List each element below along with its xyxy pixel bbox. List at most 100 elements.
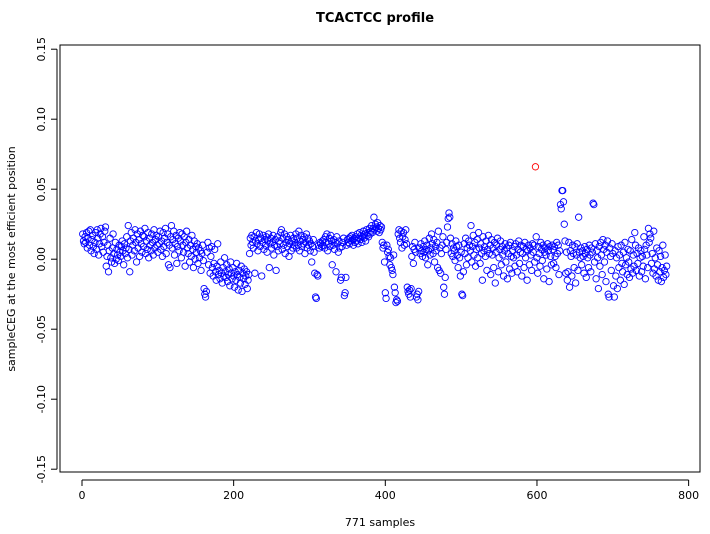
point [245,249,254,258]
point [407,284,415,293]
point [124,221,132,230]
point [312,294,320,303]
point [442,245,450,254]
point [176,228,184,237]
point [580,269,588,277]
point [640,233,648,241]
point [455,241,463,249]
point [327,237,336,245]
point [299,240,308,248]
point [176,237,185,245]
point [550,242,559,251]
point [313,270,321,279]
chart-title: TCACTCC profile [316,11,434,26]
point [135,252,144,261]
point [306,247,314,255]
point [198,249,206,258]
point [556,247,564,255]
point [528,266,536,275]
point [263,248,271,256]
point [192,248,201,256]
point [392,298,400,307]
x-axis-label: 771 samples [345,516,415,529]
point [607,266,615,275]
point [391,289,399,297]
point [409,259,418,268]
point [473,235,481,244]
point [455,254,464,262]
point [370,213,378,221]
point [490,263,498,272]
point [336,244,344,252]
point [662,262,671,270]
point [637,247,645,255]
point [549,259,558,268]
point [568,272,576,280]
point [384,245,392,254]
point [123,233,131,241]
point [162,249,170,258]
y-tick-label: -0.05 [35,315,48,343]
point [125,245,133,254]
point [440,283,448,291]
point [270,241,279,249]
point [467,221,475,230]
point [444,214,452,223]
point [535,249,543,258]
point [515,259,524,268]
point [193,240,201,248]
point [305,241,313,249]
point [657,277,665,286]
point [381,289,389,297]
point [120,261,128,269]
point [121,249,129,258]
point [140,233,148,241]
point [624,245,632,254]
point [377,226,385,234]
point [333,233,341,241]
point [507,252,515,261]
point [126,268,134,276]
point [308,258,316,266]
point [258,272,266,280]
point [565,283,574,291]
point [660,266,669,275]
point [131,226,139,234]
point [635,272,643,280]
point [129,234,138,242]
point [397,227,405,235]
point [120,240,129,248]
point [440,290,449,298]
point [251,269,259,277]
point [491,279,499,287]
point [148,230,156,238]
point [201,293,210,301]
point [234,286,242,294]
point [389,270,397,279]
point [509,247,517,255]
point [199,256,207,265]
point [311,293,320,301]
point [484,245,492,254]
point [340,291,349,300]
point [639,262,647,270]
point [328,261,336,269]
point [641,275,650,283]
point [108,244,116,252]
point [655,247,663,255]
point [173,242,182,251]
point [487,270,495,279]
point [261,241,270,249]
point [661,251,669,259]
point [575,213,583,221]
point [546,252,555,261]
point [430,258,439,266]
point [656,268,664,276]
point [581,249,590,258]
point [522,245,531,254]
point [380,241,388,249]
point [647,234,655,242]
point [302,230,311,238]
point [203,248,211,256]
point [508,269,516,277]
